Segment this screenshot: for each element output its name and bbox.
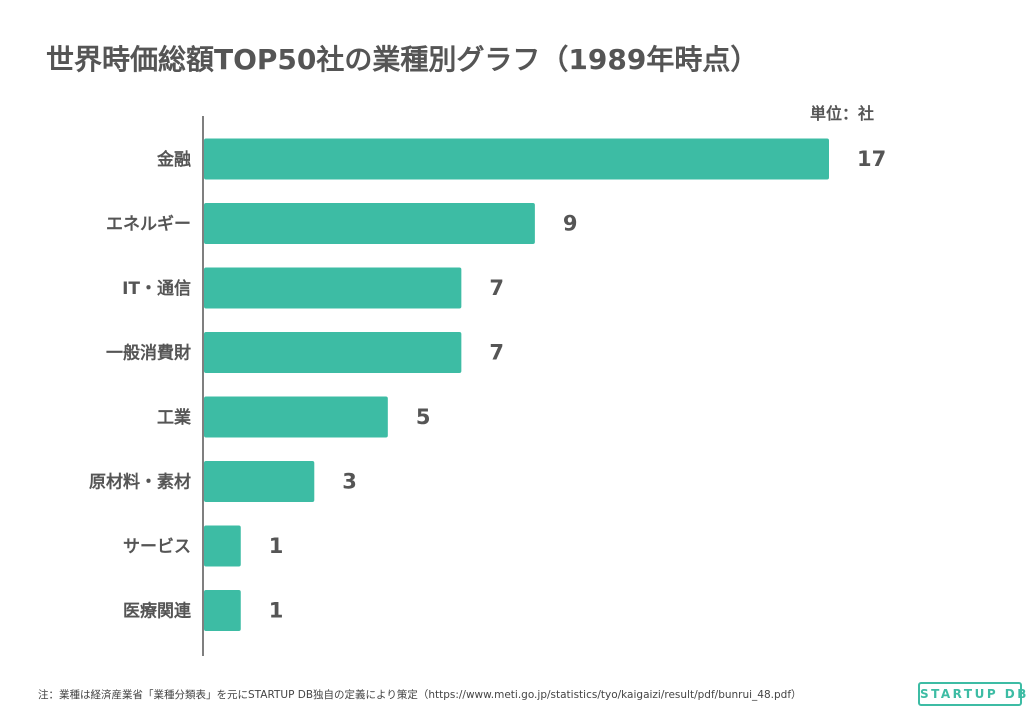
- value-label: 17: [857, 147, 886, 171]
- value-label: 9: [563, 212, 578, 236]
- bar-5: [204, 461, 315, 502]
- value-label: 1: [269, 534, 284, 558]
- bar-4: [204, 396, 388, 438]
- value-label: 1: [269, 599, 284, 623]
- category-label: 医療関連: [123, 601, 192, 622]
- bar-6: [204, 525, 241, 567]
- category-label: IT・通信: [122, 278, 191, 299]
- category-label: 金融: [156, 149, 191, 170]
- category-label: 一般消費財: [106, 343, 191, 364]
- unit-label: 単位：社: [810, 104, 875, 123]
- bar-3: [204, 332, 462, 373]
- bar-2: [204, 267, 462, 309]
- value-label: 3: [342, 470, 357, 494]
- category-label: 原材料・素材: [89, 472, 191, 493]
- category-label: エネルギー: [106, 215, 191, 235]
- category-label: サービス: [123, 537, 191, 557]
- bar-7: [204, 590, 241, 631]
- value-label: 7: [489, 276, 504, 300]
- bar-0: [204, 138, 829, 180]
- value-label: 7: [489, 341, 504, 365]
- bar-1: [204, 203, 535, 244]
- value-label: 5: [416, 405, 431, 429]
- chart-title: 世界時価総額TOP50社の業種別グラフ（1989年時点）: [46, 43, 759, 76]
- footnote: 注：業種は経済産業省「業種分類表」を元にSTARTUP DB独自の定義により策定…: [38, 689, 802, 701]
- startup-db-logo: STARTUP DB: [918, 682, 1026, 706]
- category-label: 工業: [157, 407, 191, 428]
